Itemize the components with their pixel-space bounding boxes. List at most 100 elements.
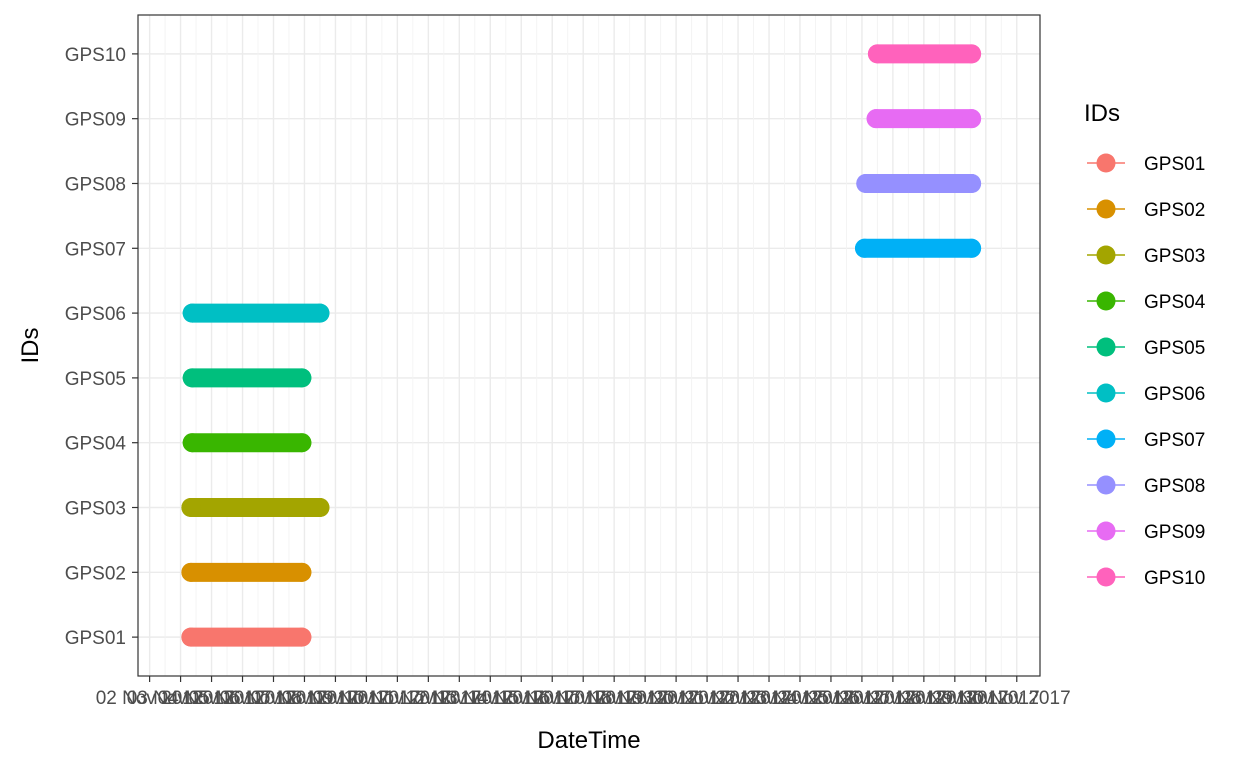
legend-item: GPS08	[1087, 475, 1205, 497]
data-point	[962, 109, 982, 129]
data-point	[962, 44, 982, 64]
legend-item: GPS04	[1087, 291, 1206, 313]
series-gps05	[182, 368, 312, 388]
x-tick-label: 10 Nov 2017	[343, 688, 451, 709]
x-tick-label: 29 Nov 2017	[932, 688, 1040, 709]
x-tick-label: 04 Nov 2017	[158, 688, 266, 709]
legend-item: GPS02	[1087, 199, 1205, 221]
data-point	[182, 303, 202, 323]
legend-key-point	[1096, 291, 1116, 311]
data-point	[181, 627, 201, 647]
x-tick-label: 06 Nov 2017	[220, 688, 328, 709]
series-gps07	[855, 238, 982, 258]
axes: GPS01 GPS02 GPS03 GPS04 GPS05 GPS06 GPS07 GPS08…	[65, 45, 1071, 709]
series-gps03	[181, 498, 330, 518]
legend-item-label: GPS03	[1144, 246, 1205, 267]
legend-key-point	[1096, 567, 1116, 587]
legend-key-point	[1096, 383, 1116, 403]
data-point	[292, 368, 312, 388]
legend-item-label: GPS05	[1144, 338, 1205, 359]
x-tick-label: 21 Nov 2017	[684, 688, 792, 709]
x-tick-label: 09 Nov 2017	[313, 688, 421, 709]
legend-item: GPS03	[1087, 245, 1205, 267]
legend-item: GPS09	[1087, 521, 1205, 543]
legend-item: GPS10	[1087, 567, 1205, 589]
y-tick-label: GPS01	[65, 628, 126, 649]
data-point	[310, 498, 330, 518]
legend-item-label: GPS01	[1144, 154, 1205, 175]
legend-key-point	[1096, 199, 1116, 219]
y-tick-label: GPS03	[65, 499, 126, 520]
data-point	[181, 562, 201, 582]
legend-item-label: GPS10	[1144, 568, 1205, 589]
data-point	[292, 627, 312, 647]
x-tick-label: 15 Nov 2017	[498, 688, 606, 709]
y-tick-label: GPS06	[65, 304, 126, 325]
data-point	[856, 173, 876, 193]
data-point	[962, 173, 982, 193]
series-gps09	[866, 109, 982, 129]
legend-item-label: GPS04	[1144, 292, 1206, 313]
y-tick-label: GPS05	[65, 369, 126, 390]
legend-item: GPS01	[1087, 153, 1205, 175]
legend-key-point	[1096, 429, 1116, 449]
x-tick-label: 16 Nov 2017	[529, 688, 637, 709]
y-tick-label: GPS04	[65, 434, 127, 455]
legend-item-label: GPS06	[1144, 384, 1205, 405]
x-tick-label: 26 Nov 2017	[839, 688, 947, 709]
legend-item-label: GPS07	[1144, 430, 1205, 451]
data-point	[867, 44, 887, 64]
x-tick-label: 19 Nov 2017	[622, 688, 730, 709]
series-gps08	[856, 173, 982, 193]
legend-item: GPS05	[1087, 337, 1205, 359]
x-tick-label: 20 Nov 2017	[653, 688, 761, 709]
x-tick-label: 28 Nov 2017	[901, 688, 1009, 709]
data-point	[310, 303, 330, 323]
x-tick-label: 02 Nov 2017	[96, 688, 204, 709]
y-tick-label: GPS10	[65, 45, 126, 66]
y-tick-label: GPS09	[65, 110, 126, 131]
legend-item: GPS06	[1087, 383, 1205, 405]
x-tick-label: 13 Nov 2017	[436, 688, 544, 709]
legend-key-point	[1096, 245, 1116, 265]
x-tick-label: 03 Nov 2017	[127, 688, 235, 709]
legend-key-point	[1096, 337, 1116, 357]
x-tick-label: 24 Nov 2017	[777, 688, 885, 709]
y-tick-label: GPS07	[65, 239, 126, 260]
legend-item: GPS07	[1087, 429, 1205, 451]
y-tick-label: GPS08	[65, 174, 126, 195]
y-tick-label: GPS02	[65, 563, 126, 584]
x-tick-label: 08 Nov 2017	[282, 688, 390, 709]
x-tick-label: 17 Nov 2017	[560, 688, 668, 709]
legend-item-label: GPS02	[1144, 200, 1205, 221]
x-axis-title: DateTime	[537, 727, 640, 754]
x-tick-label: 11 Nov 2017	[375, 688, 481, 709]
x-tick-label: 23 Nov 2017	[746, 688, 854, 709]
legend-title: IDs	[1084, 100, 1120, 127]
data-point	[292, 562, 312, 582]
x-tick-label: 25 Nov 2017	[808, 688, 916, 709]
series-gps06	[182, 303, 330, 323]
legend-item-label: GPS09	[1144, 522, 1205, 543]
data-point	[182, 368, 202, 388]
series-gps02	[181, 562, 312, 582]
data-point	[182, 433, 202, 453]
x-tick-label: 14 Nov 2017	[467, 688, 575, 709]
legend-item-label: GPS08	[1144, 476, 1205, 497]
x-tick-label: 05 Nov 2017	[189, 688, 297, 709]
data-point	[962, 238, 982, 258]
x-tick-label: 30 Nov 2017	[963, 688, 1071, 709]
series-gps01	[181, 627, 312, 647]
series-gps04	[182, 433, 312, 453]
legend-key-point	[1096, 521, 1116, 541]
data-point	[181, 498, 201, 518]
plot-panel-border	[137, 14, 1041, 677]
series-gps10	[867, 44, 982, 64]
y-axis-title: IDs	[17, 328, 44, 364]
x-tick-label: 07 Nov 2017	[251, 688, 359, 709]
data-point	[866, 109, 886, 129]
data-point	[855, 238, 875, 258]
legend-key-point	[1096, 475, 1116, 495]
data-point	[292, 433, 312, 453]
